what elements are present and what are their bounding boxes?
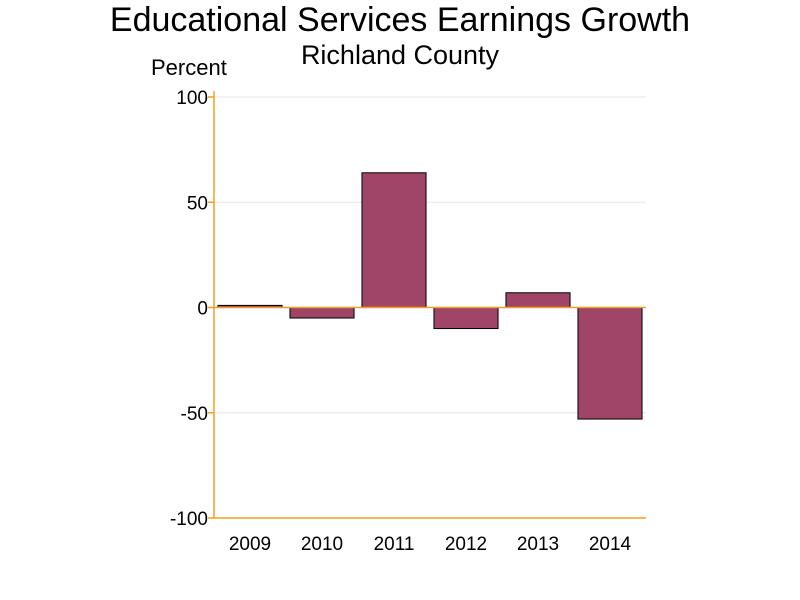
x-tick-label: 2013: [517, 534, 559, 555]
x-tick-label: 2011: [374, 534, 415, 555]
chart-subtitle: Richland County: [300, 40, 500, 70]
bars: [217, 172, 643, 420]
axes: [208, 91, 646, 519]
tick-labels: 100 50 0 -50 -100 2009 2010 2011 2012 2013 2014: [170, 88, 632, 555]
y-axis-label: Percent: [151, 55, 227, 80]
x-tick-label: 2009: [229, 534, 271, 555]
y-tick-label: -50: [181, 404, 208, 425]
bar-2011: [361, 172, 427, 308]
x-tick-label: 2012: [445, 534, 487, 555]
bar-2013: [505, 292, 571, 309]
x-tick-label: 2014: [589, 534, 632, 555]
bar-2014: [577, 307, 643, 420]
x-tick-label: 2010: [301, 534, 343, 555]
y-tick-label: 50: [187, 193, 208, 214]
bar-2010: [289, 307, 355, 319]
y-tick-label: -100: [170, 509, 208, 530]
y-tick-label: 0: [197, 299, 208, 320]
y-tick-label: 100: [176, 88, 208, 109]
grid-lines: [214, 96, 646, 414]
bar-2012: [433, 307, 499, 330]
chart-title: Educational Services Earnings Growth: [109, 1, 691, 39]
